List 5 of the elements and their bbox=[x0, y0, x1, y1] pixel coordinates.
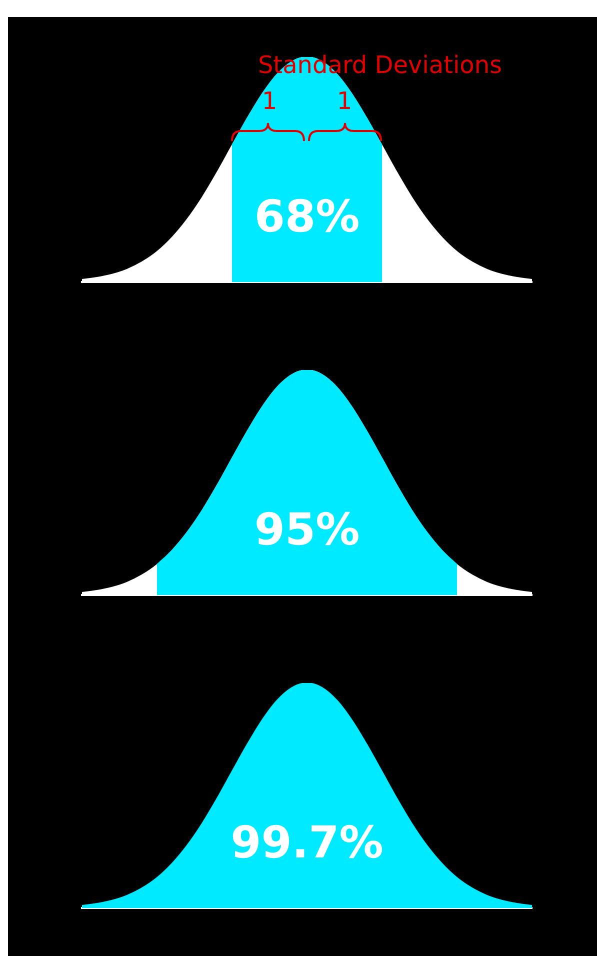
annotation: 1 bbox=[336, 87, 352, 116]
annotation: 1 bbox=[262, 87, 278, 116]
annotation: 95% bbox=[254, 504, 360, 556]
annotation: 99.7% bbox=[230, 817, 384, 868]
annotation: 68% bbox=[254, 191, 360, 242]
